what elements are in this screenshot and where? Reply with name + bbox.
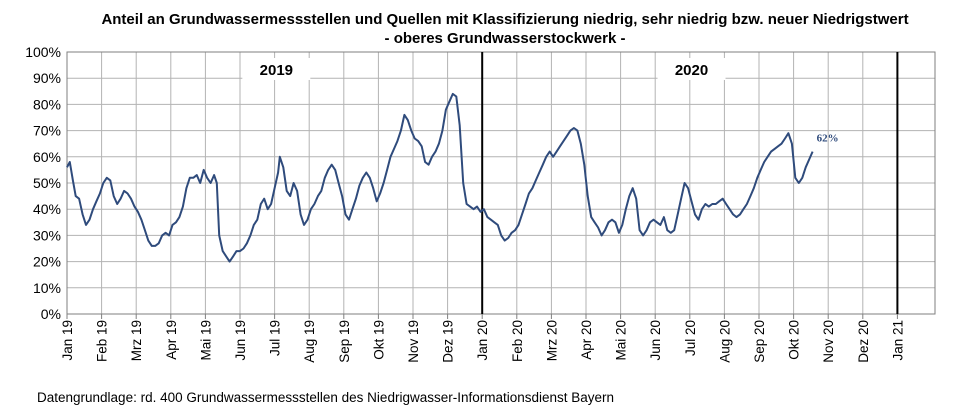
year-dividers [481, 52, 899, 314]
x-tick-label: Okt 20 [787, 320, 802, 360]
x-tick-label: Jun 20 [648, 320, 663, 361]
x-tick-label: Jul 20 [683, 320, 698, 356]
y-tick-label: 30% [33, 227, 61, 243]
series-line [66, 92, 814, 263]
y-tick-label: 50% [33, 175, 61, 191]
x-tick-label: Mai 20 [614, 320, 629, 361]
y-tick-label: 0% [41, 306, 61, 322]
x-tick-label: Nov 19 [406, 320, 421, 363]
x-tick-label: Mrz 20 [544, 320, 559, 361]
year-label: 2020 [675, 62, 708, 79]
y-tick-label: 60% [33, 149, 61, 165]
source-note: Datengrundlage: rd. 400 Grundwassermesss… [37, 390, 615, 405]
x-tick-label: Feb 19 [95, 320, 110, 362]
x-tick-label: Jun 19 [233, 320, 248, 361]
y-tick-label: 80% [33, 96, 61, 112]
y-tick-label: 90% [33, 70, 61, 86]
x-tick-label: Mai 19 [198, 320, 213, 361]
x-axis-tick-labels: Jan 19 Feb 19 Mrz 19 Apr 19 Mai 19 Jun 19 Jul … [60, 320, 905, 363]
x-tick-label: Mrz 19 [129, 320, 144, 361]
grid-lines [66, 51, 935, 319]
year-labels: 2019 2020 [242, 58, 726, 80]
x-tick-label: Sep 19 [337, 320, 352, 363]
x-tick-label: Okt 19 [371, 320, 386, 360]
x-tick-label: Apr 19 [164, 320, 179, 360]
y-tick-label: 40% [33, 201, 61, 217]
year-label-bg [242, 58, 311, 80]
x-tick-label: Feb 20 [510, 320, 525, 362]
x-tick-label: Sep 20 [752, 320, 767, 363]
y-tick-label: 100% [25, 44, 61, 60]
x-tick-label: Dez 20 [856, 320, 871, 363]
chart-title-line2: - oberes Grundwasserstockwerk - [384, 30, 626, 47]
x-tick-label: Nov 20 [821, 320, 836, 363]
y-axis-tick-labels: 0% 10% 20% 30% 40% 50% 60% 70% 80% 90% 100% [25, 44, 61, 322]
x-tick-label: Jan 20 [475, 320, 490, 361]
chart-title-line1: Anteil an Grundwassermessstellen und Que… [101, 11, 909, 28]
x-tick-label: Jan 21 [890, 320, 905, 361]
x-tick-label: Jul 19 [268, 320, 283, 356]
x-tick-label: Dez 19 [441, 320, 456, 363]
x-tick-label: Apr 20 [579, 320, 594, 360]
plot-frame [66, 51, 936, 315]
x-tick-label: Aug 20 [717, 320, 732, 363]
y-tick-label: 20% [33, 254, 61, 270]
x-tick-label: Aug 19 [302, 320, 317, 363]
x-tick-label: Jan 19 [60, 320, 75, 361]
y-tick-label: 70% [33, 123, 61, 139]
year-label: 2019 [260, 62, 293, 79]
year-label-bg [657, 58, 726, 80]
y-tick-label: 10% [33, 280, 61, 296]
annotation-label: 62% [817, 133, 839, 145]
